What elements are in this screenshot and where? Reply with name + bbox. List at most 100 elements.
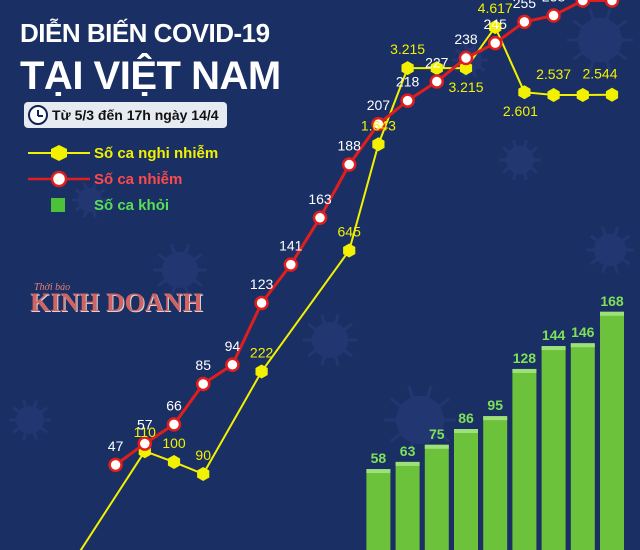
infected-value-label: 94 xyxy=(225,338,241,354)
recovered-bar xyxy=(541,346,566,550)
infected-value-label: 47 xyxy=(108,438,124,454)
virus-body xyxy=(506,146,534,174)
infected-value-label: 245 xyxy=(484,16,508,32)
suspected-point xyxy=(605,87,619,102)
recovered-bar xyxy=(424,444,449,550)
infected-point xyxy=(166,417,182,432)
infected-value-label: 141 xyxy=(279,238,303,254)
suspected-point xyxy=(372,137,385,152)
suspected-point xyxy=(401,61,414,76)
suspected-value-label: 3.215 xyxy=(390,41,425,57)
suspected-value-label: 2.544 xyxy=(582,66,617,82)
suspected-value-label: 2.601 xyxy=(503,103,538,119)
suspected-value-label: 90 xyxy=(195,447,211,463)
recovered-bar-top xyxy=(541,346,566,351)
legend-recovered: Số ca khỏi xyxy=(24,196,169,214)
suspected-point xyxy=(167,455,181,469)
infected-value-label: 255 xyxy=(513,0,537,11)
legend-recovered-label: Số ca khỏi xyxy=(94,196,170,214)
recovered-bar-top xyxy=(424,444,449,449)
title-line1: DIỄN BIẾN COVID-19 xyxy=(20,18,270,48)
infected-value-label: 57 xyxy=(137,417,153,433)
legend-recovered-marker xyxy=(51,198,65,212)
recovered-bar xyxy=(454,429,478,550)
clock-icon xyxy=(28,105,48,125)
recovered-bar xyxy=(512,368,537,550)
infected-point xyxy=(254,295,269,311)
recovered-bar-top xyxy=(454,429,478,434)
infected-value-label: 207 xyxy=(367,97,391,113)
virus-body xyxy=(578,18,622,62)
legend-infected-label: Số ca nhiễm xyxy=(94,170,183,188)
infected-value-label: 188 xyxy=(338,138,362,154)
legend-infected: Số ca nhiễm xyxy=(24,170,182,188)
virus-shape xyxy=(586,226,634,274)
watermark-small: Thời báo xyxy=(34,282,71,293)
suspected-point xyxy=(576,88,589,102)
title-line2: TẠI VIỆT NAM xyxy=(20,54,281,98)
infected-point xyxy=(108,457,123,473)
suspected-value-label: 222 xyxy=(250,345,274,361)
recovered-value-label: 95 xyxy=(487,397,503,413)
legend-infected-marker xyxy=(28,170,90,188)
infected-point xyxy=(195,376,211,392)
suspected-value-label: 3.215 xyxy=(448,79,483,95)
suspected-point xyxy=(197,467,210,481)
suspected-point xyxy=(343,243,356,258)
infected-point xyxy=(400,93,415,108)
virus-body xyxy=(312,322,348,358)
infected-point xyxy=(137,436,153,451)
virus-body xyxy=(162,252,198,288)
recovered-value-label: 128 xyxy=(513,350,537,366)
infected-value-label: 227 xyxy=(425,54,449,70)
virus-shape xyxy=(303,313,357,367)
legend-suspected-label: Số ca nghi nhiễm xyxy=(94,144,219,162)
recovered-bar-top xyxy=(366,469,391,474)
recovered-bar-top xyxy=(483,416,508,421)
data-labels: 58 63 75 86 95 128 144 146 168 110 100 90 222 645 1.64… xyxy=(108,0,624,466)
watermark-logo: KINH DOANH xyxy=(30,288,203,317)
date-range-text: Từ 5/3 đến 17h ngày 14/4 xyxy=(52,107,219,123)
suspected-value-label: 110 xyxy=(134,424,157,440)
infected-point xyxy=(458,50,474,66)
infected-point xyxy=(225,357,240,373)
lines-layer xyxy=(79,0,620,550)
recovered-bar-top xyxy=(570,343,595,348)
suspected-value-label: 4.617 xyxy=(478,0,513,16)
recovered-value-label: 63 xyxy=(400,443,416,459)
legend-suspected-marker xyxy=(28,145,90,161)
infected-point xyxy=(487,35,503,51)
infected-value-label: 123 xyxy=(250,276,274,292)
infected-value-label: 258 xyxy=(542,0,566,4)
infected-point xyxy=(371,116,386,132)
recovered-value-label: 168 xyxy=(600,293,624,309)
virus-shape xyxy=(499,139,541,181)
suspected-value-label: 100 xyxy=(162,435,186,451)
suspected-point xyxy=(518,85,531,100)
virus-shape xyxy=(384,385,456,455)
virus-body xyxy=(594,234,626,266)
recovered-value-label: 58 xyxy=(371,450,387,466)
infected-value-label: 238 xyxy=(454,31,478,47)
recovered-value-label: 144 xyxy=(542,327,566,343)
infected-value-label: 218 xyxy=(396,74,420,90)
recovered-bar xyxy=(600,311,624,550)
infected-value-label: 85 xyxy=(195,357,211,373)
recovered-bar xyxy=(483,416,508,550)
infected-point xyxy=(312,210,328,226)
legend-suspected: Số ca nghi nhiễm xyxy=(24,144,218,162)
recovered-value-label: 146 xyxy=(571,324,595,340)
infected-value-label: 66 xyxy=(166,397,182,413)
virus-shape xyxy=(72,182,108,218)
suspected-point xyxy=(547,88,560,102)
suspected-point xyxy=(489,20,502,35)
virus-shape xyxy=(567,8,633,72)
suspected-value-label: 645 xyxy=(338,223,362,239)
suspected-point xyxy=(255,364,268,379)
recovered-bar xyxy=(366,469,391,550)
infected-point xyxy=(575,0,591,8)
recovered-bar xyxy=(395,461,420,550)
suspected-value-label: 1.643 xyxy=(361,117,396,133)
suspected-value-label: 2.537 xyxy=(536,66,571,82)
